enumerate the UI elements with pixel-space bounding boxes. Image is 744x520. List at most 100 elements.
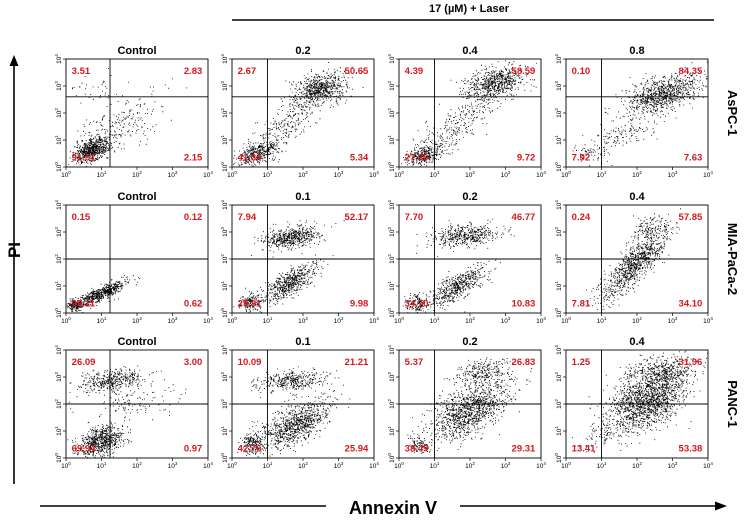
- x-tick-label: 103: [501, 461, 511, 470]
- x-tick-label: 104: [203, 170, 213, 179]
- quadrant-value-upper-right: 46.77: [512, 212, 536, 223]
- quadrant-value-upper-right: 52.17: [345, 212, 369, 223]
- annexin-axis-label: Annexin V: [349, 498, 437, 518]
- panel-title: 0.4: [629, 191, 645, 203]
- quadrant-value-lower-left: 7.92: [572, 153, 591, 164]
- y-tick-label: 100: [387, 162, 396, 172]
- y-tick-label: 100: [387, 308, 396, 318]
- quadrant-value-lower-right: 34.10: [679, 299, 703, 310]
- y-tick-label: 104: [54, 54, 63, 64]
- y-tick-label: 103: [554, 372, 563, 382]
- y-tick-label: 102: [54, 108, 63, 118]
- x-tick-label: 101: [597, 316, 607, 325]
- panel-title: Control: [117, 191, 156, 203]
- x-tick-label: 100: [227, 461, 237, 470]
- quadrant-value-upper-right: 0.12: [184, 212, 203, 223]
- event-dots: [402, 218, 515, 314]
- event-dot-cloud: [233, 220, 345, 313]
- panel-title: 0.4: [462, 45, 478, 57]
- x-tick-label: 104: [369, 316, 379, 325]
- x-tick-label: 104: [203, 316, 213, 325]
- pi-axis-arrow-icon: [9, 55, 19, 66]
- x-tick-label: 101: [97, 170, 107, 179]
- x-tick-label: 100: [394, 316, 404, 325]
- quadrant-value-lower-left: 13.41: [572, 444, 596, 455]
- quadrant-value-upper-right: 57.85: [679, 212, 703, 223]
- x-tick-label: 100: [394, 461, 404, 470]
- y-tick-label: 101: [554, 426, 563, 436]
- annexin-label-bg: [326, 494, 460, 516]
- x-tick-label: 100: [561, 170, 571, 179]
- quadrant-value-lower-left: 34.70: [405, 299, 429, 310]
- x-tick-label: 103: [501, 316, 511, 325]
- event-dot-cloud: [407, 357, 532, 454]
- event-dots: [233, 62, 364, 167]
- quadrant-value-upper-left: 7.70: [405, 212, 424, 223]
- quadrant-value-upper-right: 21.21: [345, 357, 369, 368]
- quadrant-value-upper-right: 3.00: [184, 357, 203, 368]
- panel-title: Control: [117, 336, 156, 348]
- x-tick-label: 104: [203, 461, 213, 470]
- quadrant-value-upper-left: 2.67: [238, 66, 257, 77]
- event-dot-cloud: [402, 218, 515, 314]
- quadrant-value-lower-left: 69.94: [72, 444, 96, 455]
- x-tick-label: 104: [369, 170, 379, 179]
- x-tick-label: 102: [132, 170, 142, 179]
- y-tick-label: 104: [220, 54, 229, 64]
- y-tick-label: 102: [554, 399, 563, 409]
- cell-line-label-panc-1: PANC-1: [725, 380, 740, 427]
- x-tick-label: 104: [536, 316, 546, 325]
- x-tick-label: 100: [61, 461, 71, 470]
- quadrant-value-lower-right: 25.94: [345, 444, 369, 455]
- event-dots: [233, 220, 345, 313]
- quadrant-value-upper-left: 3.51: [72, 66, 91, 77]
- treatment-label: 17 (µM) + Laser: [429, 3, 510, 15]
- x-tick-label: 102: [298, 461, 308, 470]
- quadrant-value-upper-right: 2.83: [184, 66, 203, 77]
- event-dots: [237, 366, 351, 458]
- x-tick-label: 101: [263, 170, 273, 179]
- x-tick-label: 103: [668, 461, 678, 470]
- quadrant-value-upper-left: 5.37: [405, 357, 424, 368]
- quadrant-value-upper-left: 0.24: [572, 212, 591, 223]
- quadrant-value-lower-right: 2.15: [184, 153, 203, 164]
- y-tick-label: 102: [554, 254, 563, 264]
- quadrant-value-lower-right: 0.97: [184, 444, 203, 455]
- x-tick-label: 101: [263, 316, 273, 325]
- y-tick-label: 102: [387, 108, 396, 118]
- y-tick-label: 103: [387, 227, 396, 237]
- panel-title: 0.1: [295, 336, 310, 348]
- y-tick-label: 100: [554, 453, 563, 463]
- quadrant-value-lower-right: 53.38: [679, 444, 703, 455]
- panel-title: Control: [117, 45, 156, 57]
- cell-line-label-aspc-1: AsPC-1: [725, 90, 740, 136]
- pi-axis-label: PI: [5, 242, 24, 258]
- y-tick-label: 100: [554, 162, 563, 172]
- x-tick-label: 104: [703, 316, 713, 325]
- quadrant-value-lower-left: 27.30: [405, 153, 429, 164]
- quadrant-value-lower-right: 10.83: [512, 299, 536, 310]
- x-tick-label: 100: [561, 316, 571, 325]
- quadrant-value-lower-left: 7.81: [572, 299, 591, 310]
- quadrant-value-upper-right: 58.59: [512, 66, 536, 77]
- y-tick-label: 102: [220, 399, 229, 409]
- quadrant-value-lower-right: 0.62: [184, 299, 203, 310]
- quadrant-value-upper-left: 1.25: [572, 357, 591, 368]
- quadrant-value-upper-left: 26.09: [72, 357, 96, 368]
- x-tick-label: 103: [168, 316, 178, 325]
- y-tick-label: 101: [54, 135, 63, 145]
- y-tick-label: 102: [387, 254, 396, 264]
- x-tick-label: 102: [298, 316, 308, 325]
- y-tick-label: 102: [387, 399, 396, 409]
- event-dots: [401, 60, 537, 167]
- panel-title: 0.1: [295, 191, 310, 203]
